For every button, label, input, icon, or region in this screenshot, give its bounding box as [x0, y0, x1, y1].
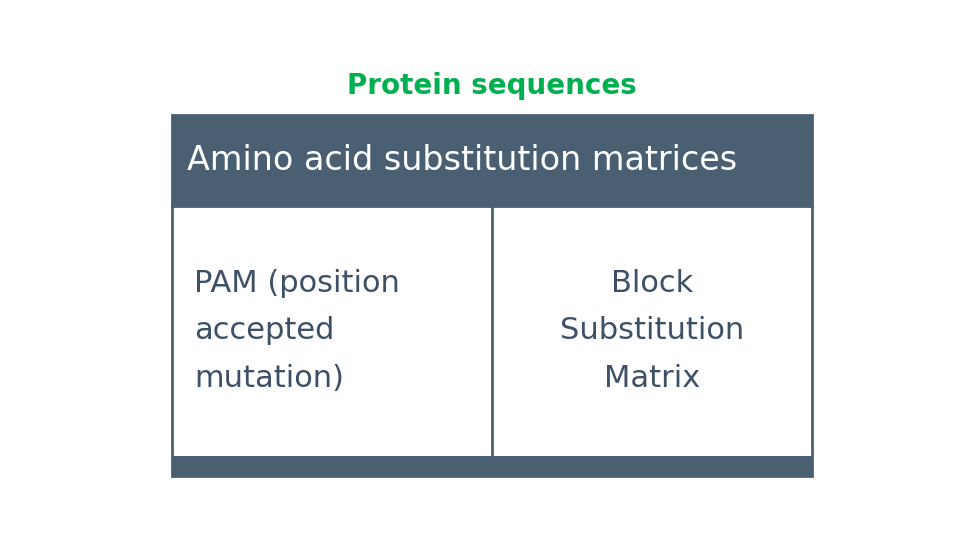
Bar: [172, 456, 812, 476]
Text: Protein sequences: Protein sequences: [348, 72, 636, 99]
Bar: [172, 114, 812, 476]
Bar: [172, 114, 812, 206]
Bar: [492, 206, 812, 456]
Text: Block
Substitution
Matrix: Block Substitution Matrix: [560, 269, 744, 393]
Text: PAM (position
accepted
mutation): PAM (position accepted mutation): [194, 269, 400, 393]
Text: Amino acid substitution matrices: Amino acid substitution matrices: [187, 144, 737, 177]
Bar: [172, 206, 492, 456]
